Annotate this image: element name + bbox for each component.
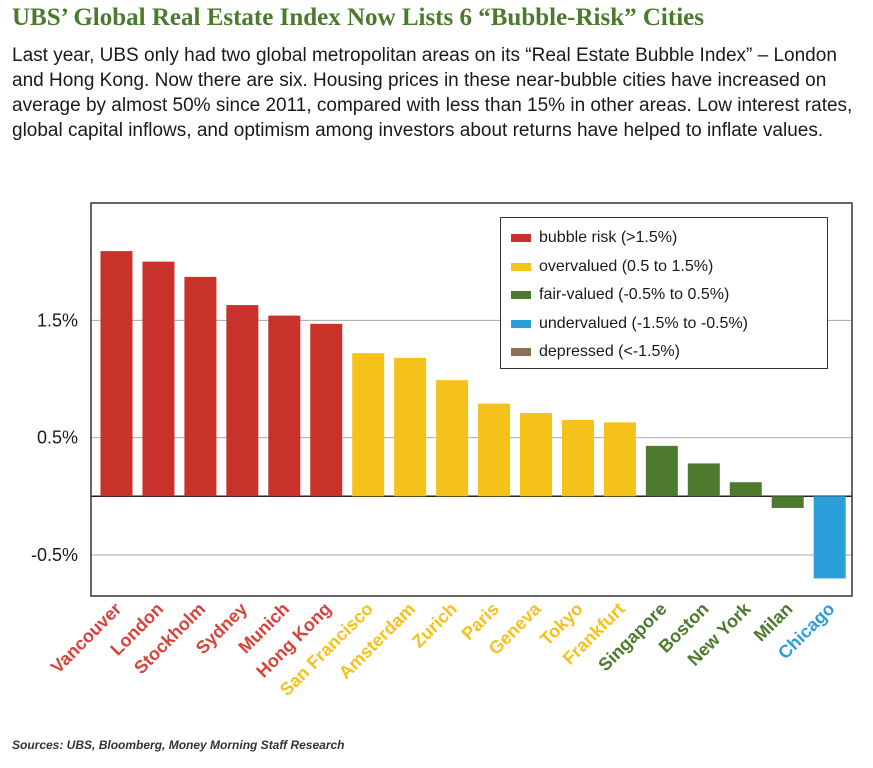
sources-note: Sources: UBS, Bloomberg, Money Morning S… — [12, 738, 345, 752]
bar-munich — [268, 315, 301, 497]
bar-chart: 1.5% 0.5% -0.5% VancouverLondonStockholmSy… — [31, 202, 853, 700]
bar-tokyo — [561, 420, 594, 497]
legend-item-depressed: depressed (<-1.5%) — [511, 338, 827, 367]
bar-singapore — [645, 445, 678, 497]
legend-item-overvalued: overvalued (0.5 to 1.5%) — [511, 253, 827, 282]
legend: bubble risk (>1.5%) overvalued (0.5 to 1… — [500, 217, 828, 369]
y-tick-label: 1.5% — [37, 310, 78, 330]
bar-geneva — [520, 412, 552, 497]
x-tick-label: Zurich — [408, 599, 461, 652]
bar-amsterdam — [394, 357, 427, 497]
bar-paris — [478, 403, 511, 497]
legend-item-fair-valued: fair-valued (-0.5% to 0.5%) — [511, 281, 827, 310]
y-axis-ticks: 1.5% 0.5% -0.5% — [31, 310, 78, 565]
legend-label: depressed (<-1.5%) — [539, 343, 680, 361]
legend-item-bubble-risk: bubble risk (>1.5%) — [511, 224, 827, 253]
legend-swatch-bubble-risk — [511, 234, 531, 243]
bar-milan — [771, 496, 804, 509]
bar-chicago — [813, 496, 846, 579]
legend-label: fair-valued (-0.5% to 0.5%) — [539, 286, 730, 304]
y-tick-label: 0.5% — [37, 428, 78, 448]
bar-zurich — [436, 380, 469, 497]
y-tick-label: -0.5% — [31, 545, 78, 565]
legend-label: bubble risk (>1.5%) — [539, 229, 678, 247]
bar-vancouver — [100, 251, 133, 497]
legend-label: undervalued (-1.5% to -0.5%) — [539, 314, 748, 332]
legend-swatch-undervalued — [511, 319, 531, 328]
bar-london — [142, 261, 175, 497]
bars — [100, 251, 846, 579]
plot-frame — [90, 202, 853, 597]
bar-boston — [687, 463, 720, 497]
bar-stockholm — [184, 276, 217, 497]
gridlines — [91, 319, 852, 556]
bar-new-york — [729, 482, 762, 497]
bar-san-francisco — [352, 353, 385, 497]
legend-item-undervalued: undervalued (-1.5% to -0.5%) — [511, 310, 827, 339]
chart-title: UBS’ Global Real Estate Index Now Lists … — [12, 4, 704, 31]
legend-label: overvalued (0.5 to 1.5%) — [539, 257, 714, 275]
legend-swatch-depressed — [511, 348, 531, 357]
bar-sydney — [226, 305, 259, 497]
legend-swatch-fair-valued — [511, 291, 531, 300]
x-axis-labels: VancouverLondonStockholmSydneyMunichHong… — [47, 598, 839, 700]
legend-swatch-overvalued — [511, 262, 531, 271]
bar-frankfurt — [603, 422, 636, 497]
bar-hong-kong — [310, 323, 343, 497]
chart-description: Last year, UBS only had two global metro… — [12, 45, 853, 141]
